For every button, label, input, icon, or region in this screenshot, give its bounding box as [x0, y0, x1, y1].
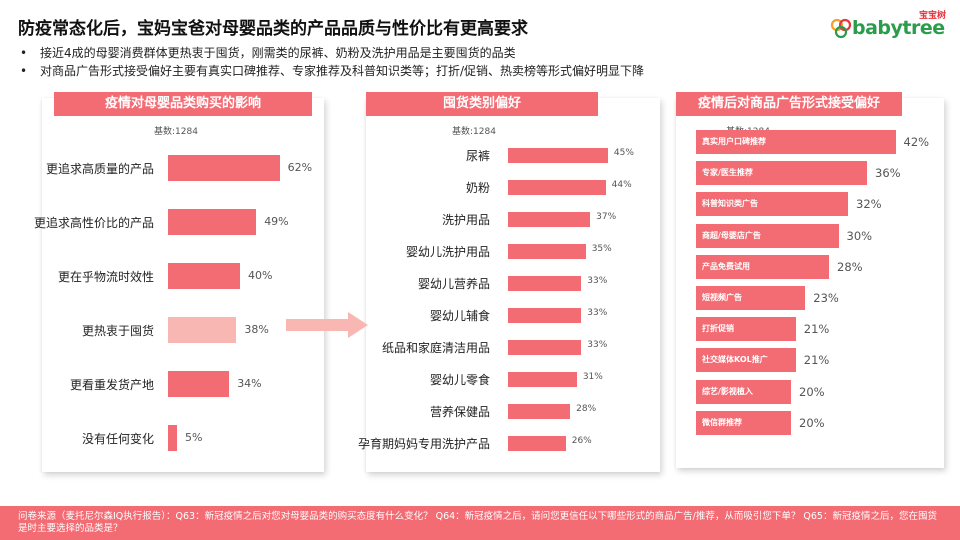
chart-bar — [508, 243, 586, 259]
chart-bar — [168, 425, 177, 451]
bar-category-label: 社交媒体KOL推广 — [702, 355, 768, 365]
value-label: 32% — [856, 197, 882, 212]
value-label: 33% — [587, 308, 608, 318]
category-label: 婴幼儿营养品 — [417, 277, 490, 291]
value-label: 45% — [613, 148, 634, 158]
category-label: 更追求高性价比的产品 — [33, 216, 154, 230]
bar-category-label: 商超/母婴店广告 — [702, 230, 761, 240]
chart-bar — [168, 155, 280, 181]
value-label: 42% — [903, 135, 930, 149]
chart-bar — [696, 130, 896, 154]
value-label: 21% — [803, 353, 830, 368]
chart-bar — [696, 192, 848, 217]
chart-bar — [508, 179, 606, 195]
category-label: 纸品和家庭清洁用品 — [381, 341, 490, 355]
chart-panel-ad-preference: 疫情后对商品广告形式接受偏好 基数:1284 真实用户口碑推荐42%专家/医生推… — [676, 92, 944, 468]
chart-bar — [696, 254, 829, 279]
value-label: 37% — [596, 212, 617, 222]
chart-title: 疫情对母婴品类购买的影响 — [54, 92, 312, 116]
category-label: 更热衷于囤货 — [81, 324, 154, 338]
logo-mark-icon — [830, 18, 852, 39]
bar-category-label: 专家/医生推荐 — [702, 168, 753, 178]
value-label: 30% — [846, 228, 873, 243]
chart-panel-impact: 疫情对母婴品类购买的影响 基数:1284 更追求高质量的产品 62% 更追求高性价比… — [34, 92, 324, 472]
chart-bar — [168, 209, 257, 235]
value-label: 23% — [813, 291, 839, 305]
category-label: 营养保健品 — [429, 405, 490, 419]
value-label: 49% — [264, 215, 289, 228]
category-label: 更看重发货产地 — [69, 378, 154, 392]
category-label: 奶粉 — [465, 181, 490, 195]
chart-bar — [696, 223, 839, 248]
bullet-item: 对商品广告形式接受偏好主要有真实口碑推荐、专家推荐及科普知识类等；打折/促销、热… — [18, 62, 644, 80]
category-label: 更追求高质量的产品 — [45, 162, 154, 176]
bar-category-label: 产品免费试用 — [702, 261, 750, 271]
value-label: 36% — [875, 166, 901, 181]
chart-bar — [168, 317, 237, 343]
chart-bar — [508, 339, 582, 355]
value-label: 62% — [287, 161, 313, 174]
value-label: 33% — [587, 340, 608, 350]
summary-bullets: 接近4成的母婴消费群体更热衷于囤货，刚需类的尿裤、奶粉及洗护用品是主要囤货的品类… — [18, 44, 644, 80]
value-label: 35% — [591, 244, 612, 254]
value-label: 5% — [185, 431, 203, 444]
chart-bar — [508, 147, 608, 163]
value-label: 20% — [799, 384, 825, 399]
chart-bar — [508, 211, 591, 227]
babytree-logo: 宝宝树 babytree — [830, 8, 950, 40]
value-label: 33% — [587, 276, 608, 286]
logo-subtitle: 宝宝树 — [918, 11, 946, 21]
bullet-item: 接近4成的母婴消费群体更热衷于囤货，刚需类的尿裤、奶粉及洗护用品是主要囤货的品类 — [18, 44, 644, 62]
category-label: 婴幼儿洗护用品 — [405, 245, 490, 259]
bar-category-label: 短视频广告 — [702, 293, 742, 302]
chart-title: 囤货类别偏好 — [366, 92, 598, 116]
bar-category-label: 综艺/影视植入 — [702, 386, 753, 396]
value-label: 21% — [803, 322, 830, 337]
footer-source-note: 问卷来源（麦托尼尔森IQ执行报告）：Q63：新冠疫情之后对您对母婴品类的购买态度… — [0, 506, 960, 540]
category-label: 婴幼儿零食 — [429, 373, 490, 387]
bar-category-label: 科普知识类广告 — [702, 199, 758, 209]
value-label: 38% — [244, 323, 269, 336]
value-label: 31% — [582, 372, 603, 382]
chart-panel-stock-categories: 囤货类别偏好 基数:1284 尿裤 45% 奶粉 44% 洗护用品 37% 婴幼儿洗护用品 3… — [358, 92, 660, 472]
chart-base: 基数:1284 — [154, 127, 198, 137]
page-title: 防疫常态化后，宝妈宝爸对母婴品类的产品品质与性价比有更高要求 — [18, 19, 528, 39]
chart-bar — [508, 403, 571, 419]
value-label: 44% — [611, 180, 632, 190]
chart-bar — [508, 307, 582, 323]
bar-category-label: 微信群推荐 — [702, 417, 742, 427]
chart-bar — [168, 263, 240, 289]
value-label: 28% — [576, 404, 597, 414]
chart-bar — [696, 410, 791, 435]
chart-base: 基数:1284 — [452, 127, 496, 137]
bar-category-label: 真实用户口碑推荐 — [702, 137, 766, 146]
chart-bar — [696, 286, 806, 310]
chart-title: 疫情后对商品广告形式接受偏好 — [676, 92, 902, 116]
category-label: 尿裤 — [465, 149, 490, 163]
value-label: 20% — [799, 415, 825, 430]
right-arrow-icon — [286, 312, 368, 338]
category-label: 孕育期妈妈专用洗护产品 — [357, 437, 490, 451]
chart-bar — [696, 379, 791, 404]
bar-category-label: 打折促销 — [702, 324, 734, 334]
chart-bar — [508, 275, 582, 291]
chart-bar — [508, 371, 577, 387]
chart-bar — [696, 161, 867, 186]
chart-bar — [508, 435, 566, 451]
category-label: 没有任何变化 — [81, 432, 154, 446]
category-label: 洗护用品 — [441, 213, 490, 227]
chart-bar — [168, 371, 230, 397]
category-label: 更在乎物流时效性 — [57, 270, 154, 284]
chart-bar — [696, 348, 796, 373]
value-label: 34% — [237, 377, 262, 390]
chart-bar — [696, 317, 796, 342]
value-label: 40% — [248, 269, 273, 282]
value-label: 28% — [837, 259, 863, 274]
category-label: 婴幼儿辅食 — [429, 309, 490, 323]
logo-text: babytree — [852, 17, 945, 39]
value-label: 26% — [571, 436, 592, 446]
